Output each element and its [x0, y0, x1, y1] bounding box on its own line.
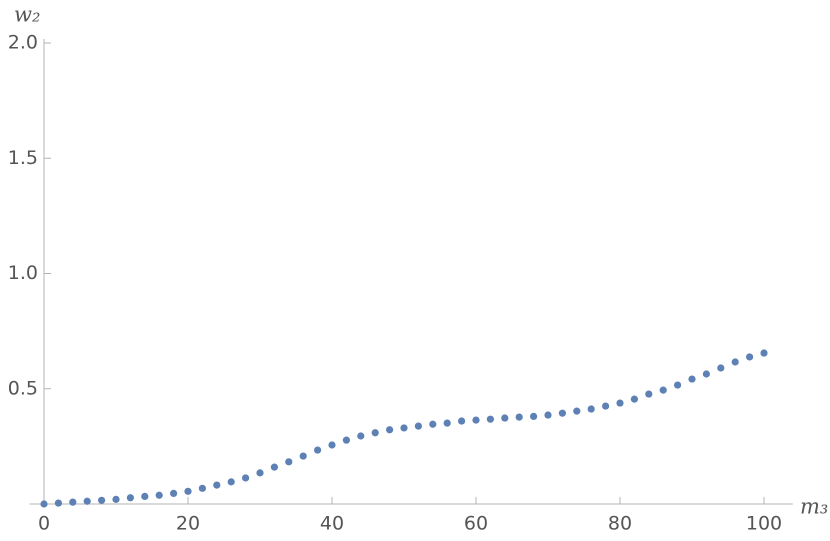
- x-tick-label: 20: [176, 513, 200, 535]
- x-tick-label: 100: [746, 513, 782, 535]
- point: [299, 452, 307, 460]
- point: [285, 458, 293, 466]
- x-tick-label: 60: [464, 513, 488, 535]
- x-axis-label: m₃: [800, 495, 828, 519]
- y-tick-label: 0.5: [8, 377, 38, 399]
- point: [357, 432, 365, 440]
- point: [342, 436, 350, 444]
- point: [472, 416, 480, 424]
- y-tick-label: 1.0: [8, 262, 38, 284]
- x-tick-label: 40: [320, 513, 344, 535]
- point: [69, 498, 77, 506]
- point: [270, 463, 278, 471]
- point: [458, 417, 466, 425]
- point: [659, 386, 667, 394]
- point: [98, 496, 106, 504]
- y-tick-label: 1.5: [8, 147, 38, 169]
- y-tick-label: 2.0: [8, 32, 38, 54]
- point: [184, 487, 192, 495]
- point: [242, 474, 250, 482]
- point: [371, 429, 379, 437]
- point: [515, 413, 523, 421]
- point: [486, 415, 494, 423]
- point: [616, 399, 624, 407]
- point: [602, 402, 610, 410]
- point: [688, 375, 696, 383]
- point: [746, 353, 754, 361]
- point: [630, 395, 639, 403]
- point: [501, 414, 509, 422]
- point: [731, 358, 739, 366]
- x-tick-label: 0: [38, 513, 50, 535]
- point: [170, 489, 178, 497]
- point: [717, 364, 725, 372]
- point: [530, 412, 538, 421]
- point: [386, 426, 394, 434]
- point: [587, 405, 595, 413]
- point: [83, 497, 91, 505]
- point: [141, 492, 149, 500]
- point: [126, 494, 134, 502]
- y-axis-label: w₂: [14, 3, 40, 27]
- point: [544, 411, 552, 419]
- point: [54, 499, 63, 507]
- point: [112, 495, 120, 503]
- point: [558, 409, 567, 417]
- point: [155, 491, 163, 499]
- point: [702, 370, 711, 378]
- point: [227, 478, 235, 486]
- point: [213, 481, 221, 489]
- point: [198, 484, 206, 492]
- point: [400, 424, 408, 432]
- point: [314, 446, 322, 454]
- point: [429, 420, 437, 428]
- point: [760, 349, 768, 357]
- point: [256, 469, 264, 477]
- point: [40, 500, 48, 508]
- point: [674, 381, 682, 389]
- point: [645, 390, 653, 398]
- x-tick-label: 80: [608, 513, 632, 535]
- point: [443, 419, 451, 427]
- point: [328, 441, 336, 449]
- point: [573, 407, 581, 415]
- point: [414, 422, 422, 430]
